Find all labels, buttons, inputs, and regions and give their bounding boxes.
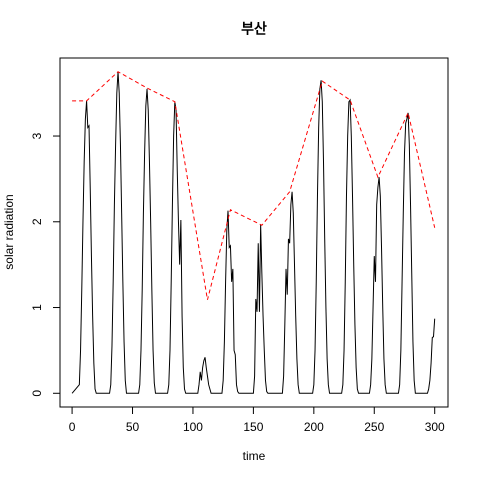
x-tick-label: 250 xyxy=(364,420,384,434)
x-tick-label: 300 xyxy=(425,420,445,434)
y-tick-label: 3 xyxy=(30,132,44,139)
chart-title: 부산 xyxy=(241,21,267,37)
x-tick-label: 200 xyxy=(304,420,324,434)
x-tick-label: 50 xyxy=(126,420,140,434)
y-tick-label: 0 xyxy=(30,390,44,397)
plot-frame xyxy=(59,57,449,408)
x-tick-label: 150 xyxy=(243,420,263,434)
x-axis-label: time xyxy=(243,449,266,463)
x-tick-label: 100 xyxy=(183,420,203,434)
y-tick-label: 2 xyxy=(30,218,44,225)
series-line xyxy=(71,71,436,394)
series-line xyxy=(72,71,436,300)
y-tick-label: 1 xyxy=(30,304,44,311)
x-tick-label: 0 xyxy=(69,420,76,434)
y-axis-label: solar radiation xyxy=(2,194,16,269)
